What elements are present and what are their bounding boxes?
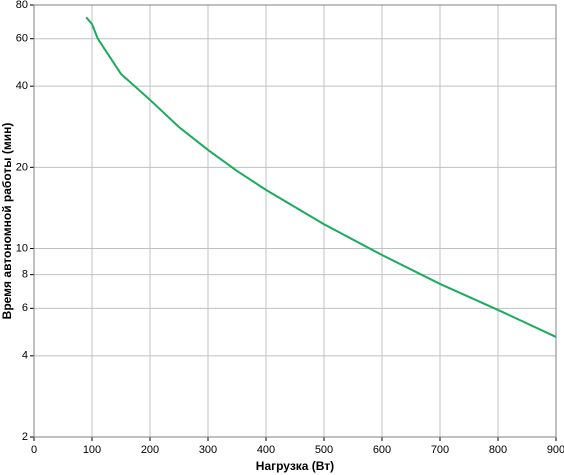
- y-tick-label: 80: [16, 0, 28, 11]
- x-tick-label: 100: [83, 444, 101, 456]
- y-tick-label: 4: [22, 350, 28, 362]
- y-axis-title: Время автономной работы (мин): [0, 123, 14, 320]
- y-tick-label: 2: [22, 431, 28, 443]
- x-tick-label: 600: [373, 444, 391, 456]
- y-tick-label: 20: [16, 161, 28, 173]
- x-tick-label: 200: [141, 444, 159, 456]
- x-tick-label: 800: [489, 444, 507, 456]
- y-tick-label: 8: [22, 269, 28, 281]
- y-tick-label: 10: [16, 242, 28, 254]
- x-axis-title: Нагрузка (Вт): [256, 459, 334, 473]
- x-tick-label: 700: [431, 444, 449, 456]
- y-tick-label: 6: [22, 302, 28, 314]
- x-tick-label: 300: [199, 444, 217, 456]
- data-line: [85, 16, 557, 338]
- x-tick-label: 900: [547, 444, 564, 456]
- x-tick-label: 500: [315, 444, 333, 456]
- x-tick-label: 400: [257, 444, 275, 456]
- plot-border: [33, 4, 557, 438]
- plot-area: [34, 5, 556, 437]
- y-tick-label: 60: [16, 33, 28, 45]
- y-tick-label: 40: [16, 80, 28, 92]
- x-tick-label: 0: [31, 444, 37, 456]
